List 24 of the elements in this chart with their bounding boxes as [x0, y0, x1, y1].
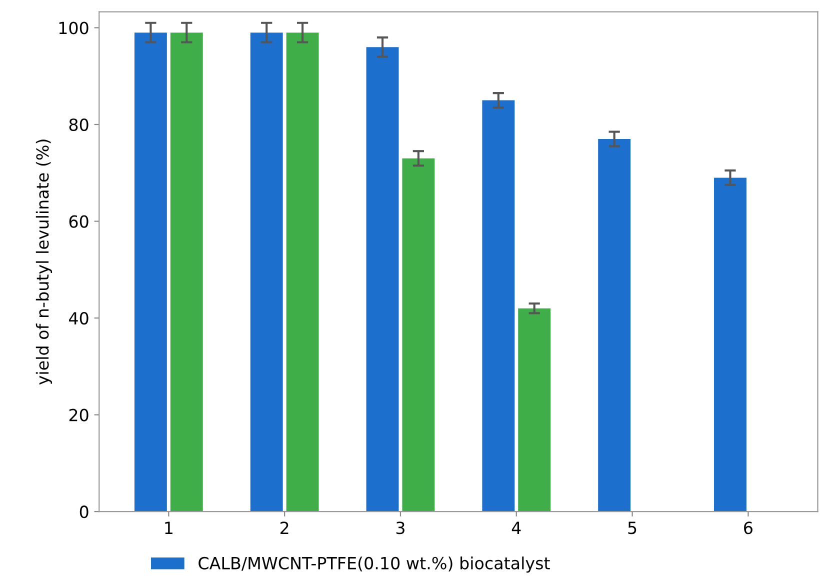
y-tick-label: 60 — [69, 215, 88, 228]
y-axis-title: yield of n-butyl levulinate (%) — [36, 140, 52, 385]
y-tick-label: 80 — [69, 118, 88, 132]
bar — [598, 139, 631, 512]
legend-label: CALB/MWCNT-PTFE(0.10 wt.%) biocatalyst — [198, 556, 550, 573]
bar — [366, 47, 399, 512]
bar — [170, 32, 203, 512]
x-tick-label: 3 — [396, 522, 404, 534]
bar — [134, 32, 167, 512]
bar — [402, 158, 435, 512]
x-tick-label: 1 — [165, 522, 172, 534]
bar — [482, 100, 515, 512]
bar — [518, 308, 551, 512]
y-tick-label: 100 — [59, 22, 88, 34]
x-tick-label: 6 — [744, 522, 752, 534]
bar — [714, 178, 746, 512]
x-tick-label: 5 — [628, 522, 636, 534]
x-tick-label: 2 — [280, 522, 288, 534]
x-tick-label: 4 — [512, 522, 521, 534]
bar — [286, 32, 319, 512]
bar — [250, 32, 283, 512]
y-tick-label: 20 — [69, 408, 88, 422]
y-tick-label: 0 — [80, 506, 88, 518]
y-tick-label: 40 — [69, 312, 88, 325]
